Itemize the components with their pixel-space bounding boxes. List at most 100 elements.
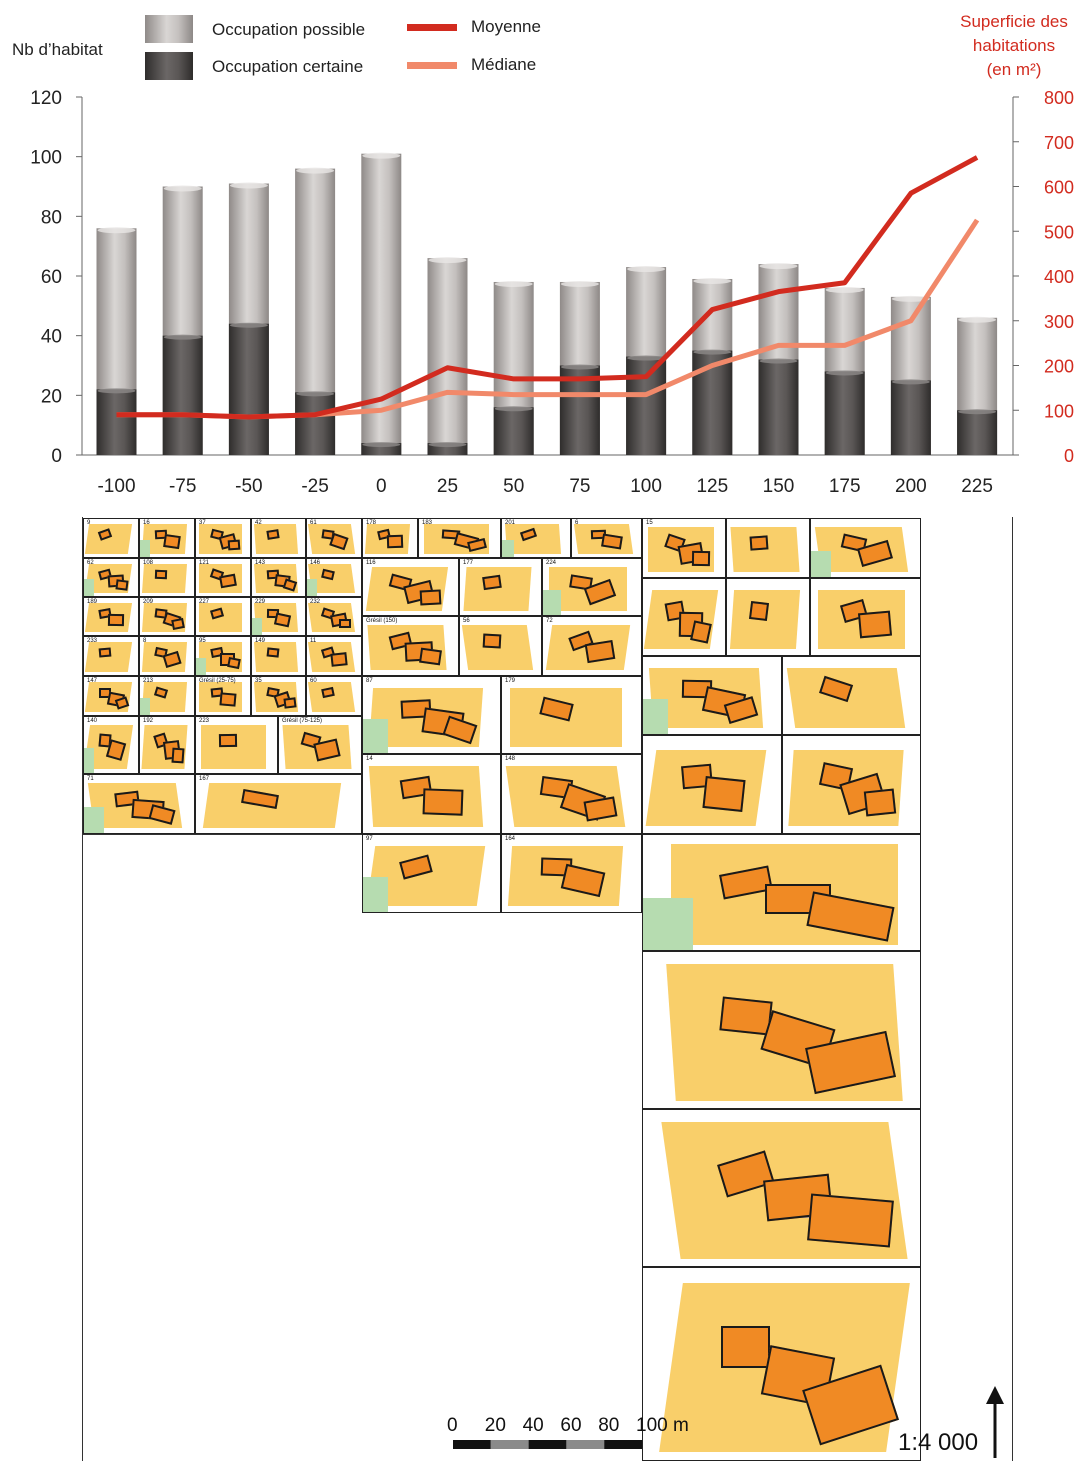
bar-cap-certaine: [560, 364, 599, 370]
house-plan-thumbnail: [642, 834, 921, 951]
plan-label: 140: [87, 718, 98, 724]
house-plan-thumbnail: 8: [139, 636, 195, 676]
bar-occupation-certaine: [626, 356, 667, 455]
building-shape: [219, 692, 236, 707]
plan-label: 192: [143, 718, 154, 724]
house-plan-thumbnail: 140: [83, 716, 139, 774]
plan-label: 227: [199, 599, 210, 605]
plan-label: 56: [463, 618, 470, 624]
house-plan-thumbnail: 35: [251, 676, 306, 716]
building-shape: [171, 617, 186, 630]
house-plan-thumbnail: 15: [642, 518, 726, 578]
bar-cap-possible: [97, 227, 136, 234]
y2-tick-label: 500: [1044, 222, 1074, 242]
house-plan-thumbnail: 189: [83, 597, 139, 636]
legend-label-certaine: Occupation certaine: [212, 57, 363, 76]
vegetation-shape: [84, 747, 94, 773]
house-plan-thumbnail: [642, 1109, 921, 1267]
plan-label: 42: [255, 520, 262, 526]
bar-cap-possible: [627, 266, 666, 273]
x-tick-label: 125: [696, 476, 728, 497]
x-tick-label: 75: [569, 476, 590, 497]
house-plan-thumbnail: 9: [83, 518, 139, 558]
bar-cap-possible: [560, 280, 599, 287]
x-tick-label: -100: [97, 476, 135, 497]
plan-label: Grésil (75-125): [282, 718, 323, 724]
building-shape: [419, 589, 442, 606]
plan-label: 61: [310, 520, 317, 526]
plan-label: 189: [87, 599, 98, 605]
house-plan-thumbnail: 201: [501, 518, 571, 558]
plan-label: 201: [505, 520, 516, 526]
x-tick-label: -75: [169, 476, 196, 497]
plan-label: 37: [199, 520, 206, 526]
x-tick-label: 150: [763, 476, 795, 497]
y2-axis-label-line3: (en m²): [987, 60, 1042, 79]
vegetation-shape: [363, 718, 388, 753]
house-plan-thumbnail: 178: [362, 518, 418, 558]
legend-swatch-possible: [145, 15, 193, 43]
bar-occupation-certaine: [228, 323, 269, 455]
plan-label: 147: [87, 678, 98, 684]
house-plan-thumbnail: 121: [195, 558, 251, 597]
house-plan-thumbnail: [642, 578, 726, 656]
y2-axis-label-line1: Superficie des: [960, 12, 1068, 31]
plan-label: 87: [366, 678, 373, 684]
y-tick-label: 120: [30, 88, 62, 109]
plan-label: 148: [505, 756, 516, 762]
legend-label-possible: Occupation possible: [212, 20, 365, 39]
bar-cap-possible: [163, 185, 202, 192]
vegetation-shape: [643, 898, 693, 950]
bar-occupation-certaine: [758, 359, 799, 455]
plan-label: 179: [505, 678, 516, 684]
plan-label: 71: [87, 776, 94, 782]
building-shape: [274, 612, 292, 628]
y2-tick-label: 700: [1044, 133, 1074, 153]
bar-cap-possible: [891, 295, 930, 302]
building-shape: [228, 539, 241, 551]
house-plan-thumbnail: 97: [362, 834, 501, 913]
house-plan-thumbnail: 149: [251, 636, 306, 676]
house-plan-thumbnail: 42: [251, 518, 306, 558]
house-plan-thumbnail: 62: [83, 558, 139, 597]
house-plan-thumbnail: 177: [459, 558, 542, 616]
x-tick-label: 100: [630, 476, 662, 497]
plan-label: 229: [255, 599, 266, 605]
house-plan-thumbnail: [642, 1267, 921, 1461]
plan-label: 95: [199, 638, 206, 644]
bar-cap-possible: [759, 263, 798, 270]
legend-swatch-moyenne: [407, 24, 457, 31]
house-plan-thumbnail: [782, 735, 921, 834]
house-plan-thumbnail: 143: [251, 558, 306, 597]
vegetation-shape: [543, 589, 561, 615]
building-shape: [162, 534, 181, 549]
house-plan-thumbnail: 227: [195, 597, 251, 636]
y2-tick-label: 300: [1044, 312, 1074, 332]
plan-label: 177: [463, 560, 474, 566]
bar-cap-certaine: [362, 442, 401, 448]
house-plan-thumbnail: 56: [459, 616, 542, 676]
plan-label: 209: [143, 599, 154, 605]
house-plan-thumbnail: Grésil (75-125): [278, 716, 362, 774]
house-plan-thumbnail: 71: [83, 774, 195, 834]
plan-label: 213: [143, 678, 154, 684]
building-shape: [863, 788, 897, 818]
house-plan-thumbnail: [726, 518, 810, 578]
vegetation-shape: [363, 877, 388, 912]
house-plan-thumbnail: 37: [195, 518, 251, 558]
house-plan-thumbnail: 223: [195, 716, 278, 774]
bar-cap-certaine: [958, 409, 997, 415]
x-tick-label: 25: [437, 476, 458, 497]
house-plan-thumbnail: 95: [195, 636, 251, 676]
house-plan-thumbnail: 209: [139, 597, 195, 636]
building-shape: [115, 579, 129, 591]
bar-occupation-certaine: [295, 392, 336, 455]
vegetation-shape: [84, 579, 94, 596]
x-tick-label: -50: [235, 476, 262, 497]
bar-occupation-certaine: [361, 443, 402, 455]
building-shape: [749, 535, 769, 551]
legend-label-mediane: Médiane: [471, 55, 536, 74]
x-tick-label: 200: [895, 476, 927, 497]
house-plan-thumbnail: 72: [542, 616, 642, 676]
plan-label: 8: [143, 638, 147, 644]
